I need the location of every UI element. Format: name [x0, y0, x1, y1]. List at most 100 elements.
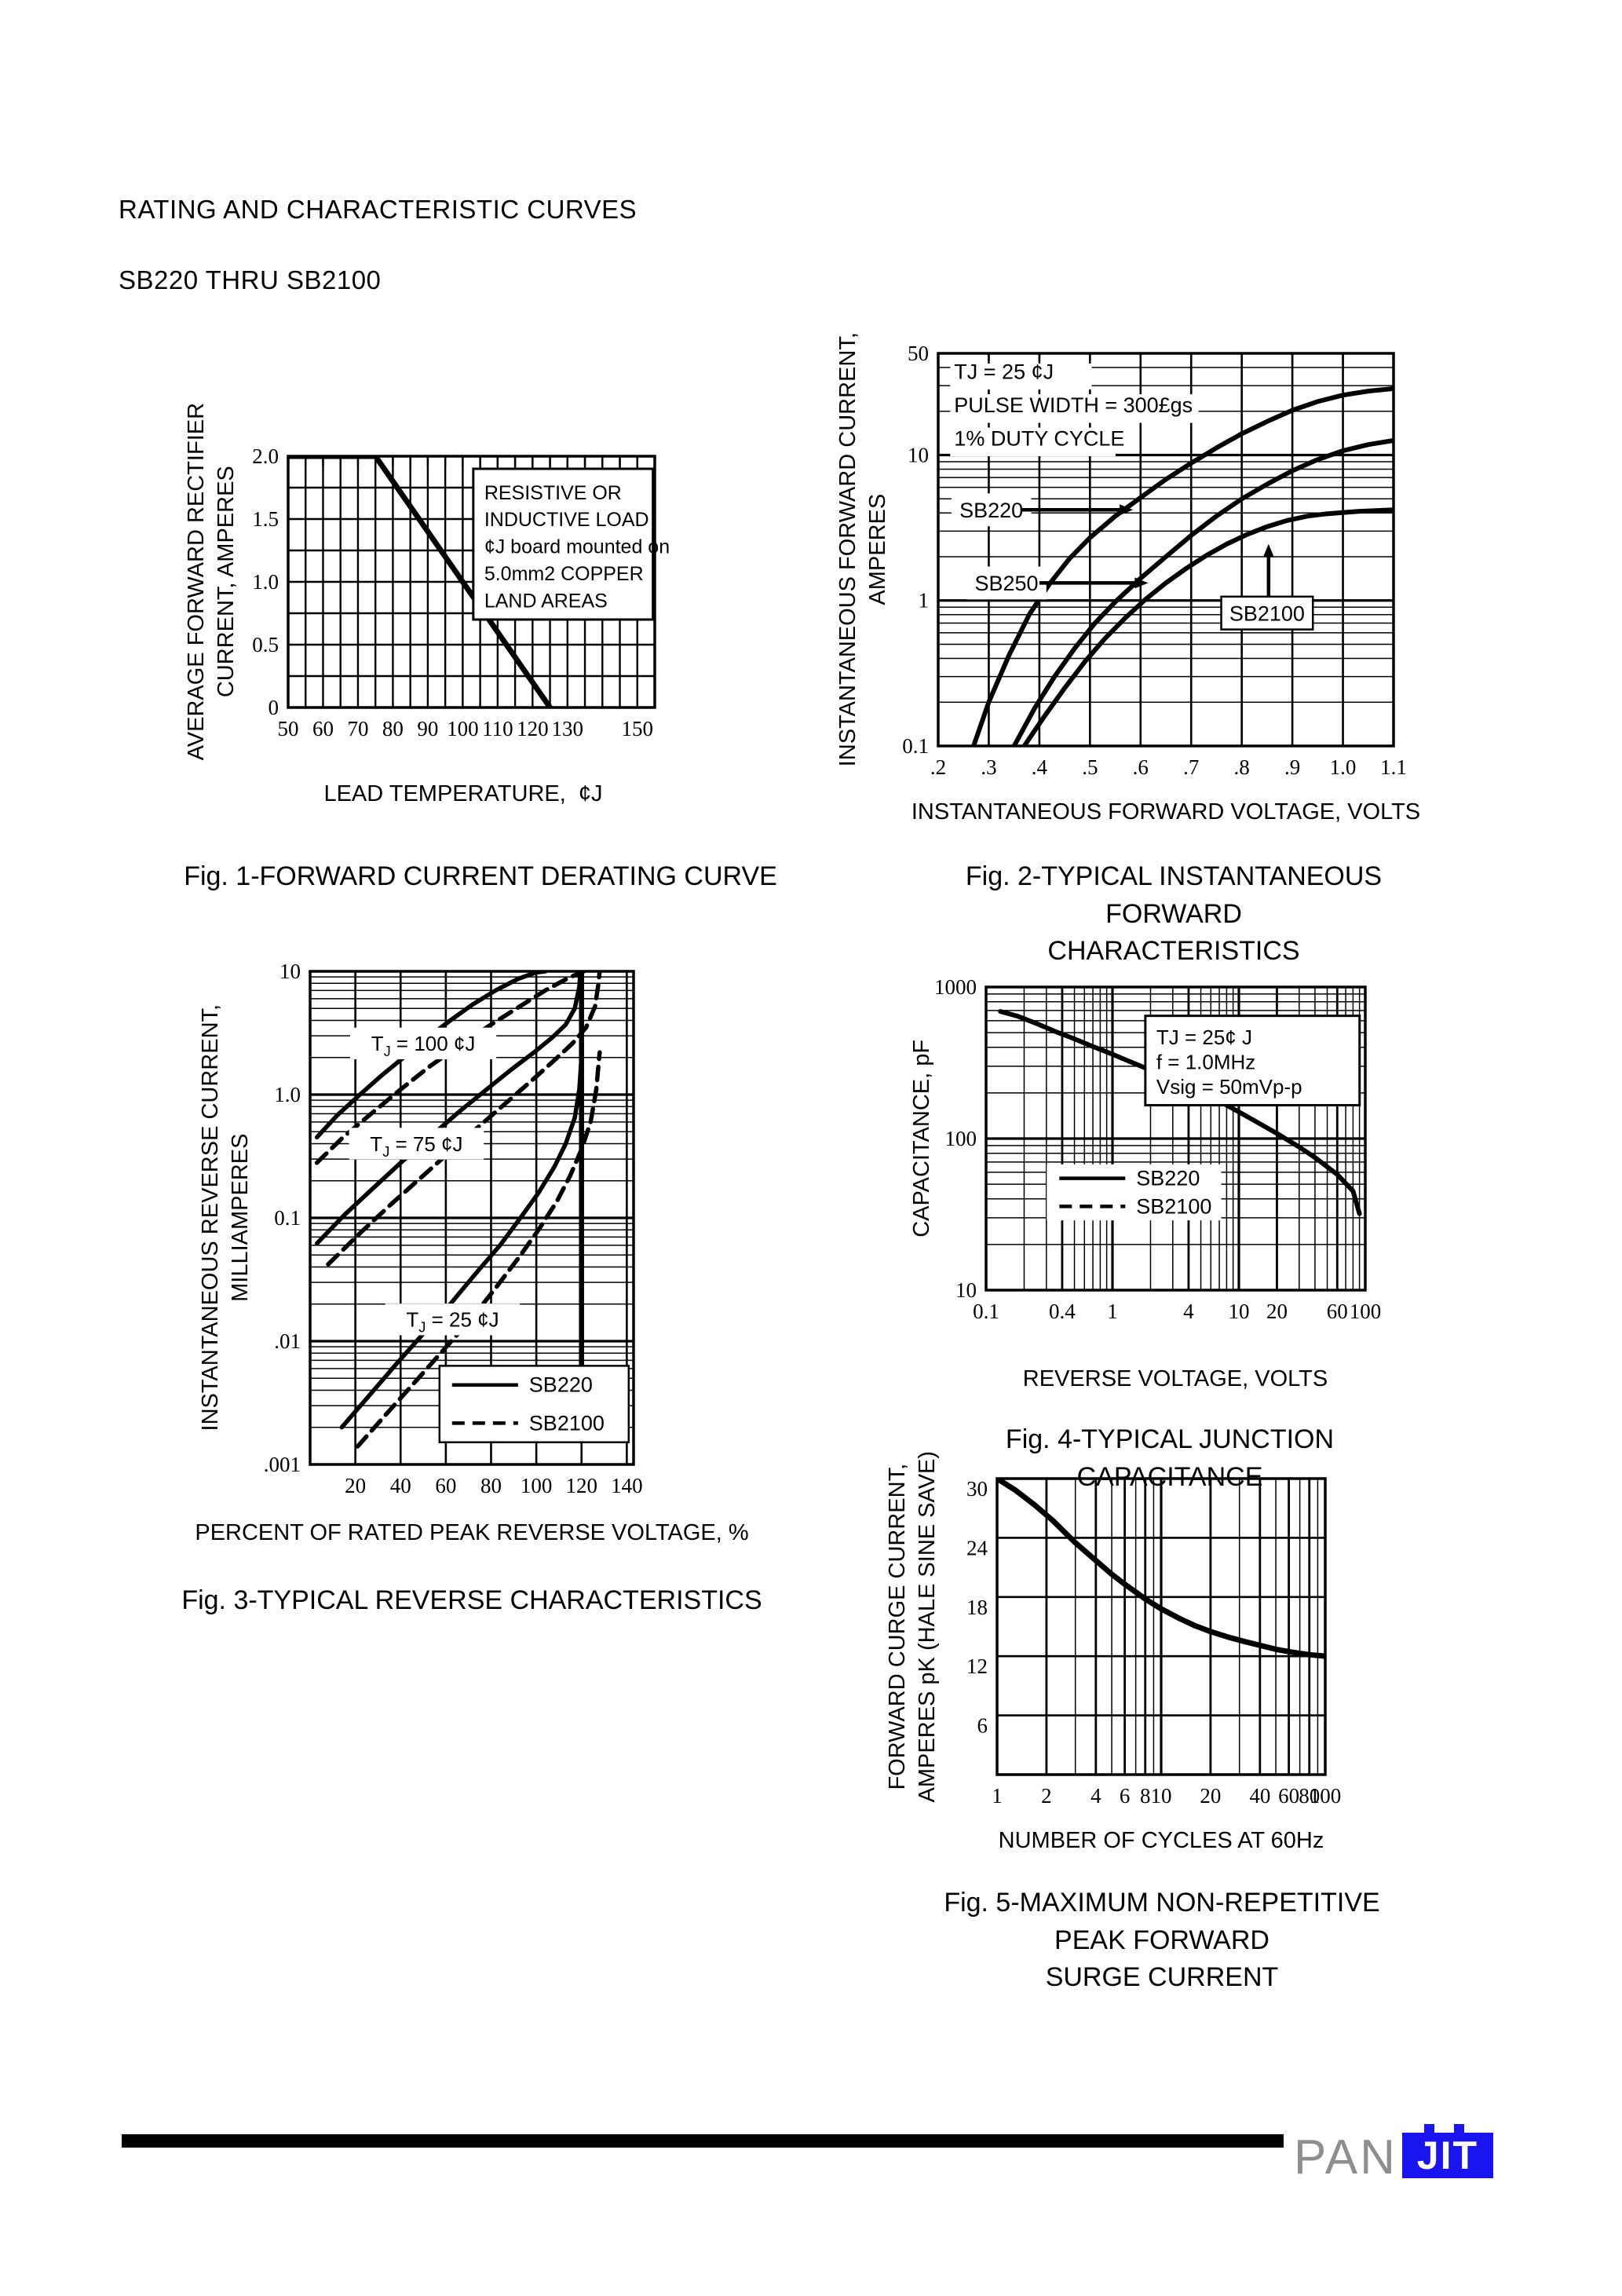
svg-text:0.5: 0.5 — [252, 633, 279, 656]
fig3-caption: Fig. 3-TYPICAL REVERSE CHARACTERISTICS — [181, 1585, 762, 1615]
series-SB220 — [971, 386, 1394, 746]
svg-text:10: 10 — [1229, 1300, 1250, 1323]
svg-text:1.0: 1.0 — [252, 570, 279, 594]
svg-text:60: 60 — [435, 1474, 456, 1497]
svg-text:130: 130 — [552, 717, 584, 740]
svg-text:140: 140 — [611, 1474, 643, 1497]
series-SB250 — [1011, 437, 1394, 746]
fig1-forward-current-derating: 50 60 70 80 90 100 110 120 130 150 2.0 1.5 1.0 0.5 0 RE… — [252, 444, 670, 740]
svg-text:40: 40 — [390, 1474, 411, 1497]
brand-logo: PAN JIT — [1294, 2124, 1493, 2185]
legend-label: SB2100 — [529, 1411, 605, 1435]
svg-text:1.0: 1.0 — [1330, 755, 1357, 779]
svg-text:120: 120 — [565, 1474, 597, 1497]
svg-text:PULSE WIDTH = 300£gs: PULSE WIDTH = 300£gs — [954, 393, 1193, 417]
logo-box: JIT — [1401, 2124, 1493, 2178]
top-tick-marks — [305, 456, 638, 466]
svg-text:100: 100 — [521, 1474, 553, 1497]
svg-text:40: 40 — [1249, 1784, 1270, 1808]
annotation: PULSE WIDTH = 300£gs — [950, 393, 1199, 423]
series-SB2100-TJ25 — [355, 1050, 602, 1449]
annotation: RESISTIVE OR INDUCTIVE LOAD ¢J board mount… — [472, 467, 670, 621]
svg-text:20: 20 — [1200, 1784, 1221, 1808]
svg-text:150: 150 — [622, 717, 654, 740]
svg-text:90: 90 — [417, 717, 438, 740]
footer-divider-bar — [122, 2134, 1284, 2148]
svg-text:20: 20 — [345, 1474, 366, 1497]
tick-labels: 50 60 70 80 90 100 110 120 130 150 2.0 1.5 1.0 0.5 0 — [252, 444, 653, 740]
fig3-x-axis-title: PERCENT OF RATED PEAK REVERSE VOLTAGE, % — [195, 1520, 749, 1545]
annotation: TJ = 25 ¢J — [385, 1303, 521, 1336]
fig3-typical-reverse-characteristics: 20 40 60 80 100 120 140 10 1.0 0.1 .01 .001 TJ = 100… — [264, 960, 643, 1497]
logo-text-blue: JIT — [1416, 2133, 1479, 2177]
svg-text:1: 1 — [919, 589, 930, 612]
svg-text:30: 30 — [966, 1477, 988, 1501]
svg-text:100: 100 — [1310, 1784, 1342, 1808]
legend-label: SB220 — [529, 1373, 593, 1397]
svg-text:6: 6 — [977, 1714, 988, 1738]
svg-text:100: 100 — [945, 1127, 977, 1150]
tick-labels: .2 .3 .4 .5 .6 .7 .8 .9 1.0 1.1 50 10 1 0.1 — [902, 342, 1407, 779]
annotation: SB250 — [966, 566, 1047, 600]
fig5-x-axis-title: NUMBER OF CYCLES AT 60Hz — [998, 1828, 1324, 1853]
svg-text:.7: .7 — [1183, 755, 1199, 779]
legend-label: SB220 — [1136, 1167, 1200, 1190]
annotation: 1% DUTY CYCLE — [950, 427, 1124, 456]
plot-frame — [937, 352, 1395, 748]
top-tick-marks — [988, 353, 1344, 364]
svg-text:8: 8 — [1140, 1784, 1151, 1808]
svg-text:0.1: 0.1 — [274, 1206, 301, 1230]
svg-text:TJ = 25 ¢J: TJ = 25 ¢J — [954, 360, 1054, 384]
svg-text:1: 1 — [992, 1784, 1003, 1808]
plot-label: SB2100 — [1229, 601, 1305, 625]
svg-text:.2: .2 — [930, 755, 946, 779]
series-SB2100-TJ75 — [326, 971, 602, 1267]
svg-text:1.1: 1.1 — [1380, 755, 1407, 779]
svg-text:80: 80 — [480, 1474, 502, 1497]
svg-text:.001: .001 — [264, 1453, 301, 1476]
svg-text:12: 12 — [966, 1654, 988, 1678]
svg-text:.3: .3 — [981, 755, 996, 779]
fig4-x-axis-title: REVERSE VOLTAGE, VOLTS — [1022, 1366, 1328, 1391]
series-group — [971, 386, 1394, 746]
svg-text:Vsig = 50mVp-p: Vsig = 50mVp-p — [1156, 1075, 1302, 1099]
fig2-x-axis-title: INSTANTANEOUS FORWARD VOLTAGE, VOLTS — [911, 799, 1421, 824]
svg-text:RESISTIVE OR: RESISTIVE OR — [484, 482, 622, 504]
svg-text:100: 100 — [1350, 1300, 1382, 1323]
legend-label: SB2100 — [1136, 1194, 1211, 1218]
fig2-caption: Fig. 2-TYPICAL INSTANTANEOUS FORWARD CHA… — [965, 861, 1383, 967]
svg-text:100: 100 — [447, 717, 479, 740]
svg-text:60: 60 — [1327, 1300, 1348, 1323]
pointer-arrow-icon — [1021, 504, 1134, 516]
fig4-caption: Fig. 4-TYPICAL JUNCTION CAPACITANCE — [1005, 1424, 1335, 1492]
svg-text:110: 110 — [482, 717, 513, 740]
fig2-instantaneous-forward-characteristics: .2 .3 .4 .5 .6 .7 .8 .9 1.0 1.1 50 10 1 0.1 TJ = 25 ¢J… — [902, 342, 1407, 779]
svg-text:¢J board mounted on: ¢J board mounted on — [484, 536, 670, 558]
annotation: SB2100 — [1220, 595, 1314, 631]
plot-frame — [985, 985, 1367, 1292]
fig2-plot: .2 .3 .4 .5 .6 .7 .8 .9 1.0 1.1 50 10 1 0.1 TJ = 25 ¢J… — [902, 342, 1407, 779]
series-SB2100 — [1021, 507, 1394, 746]
plot-label: TJ = 75 ¢J — [370, 1132, 462, 1160]
svg-text:60: 60 — [312, 717, 334, 740]
svg-text:1000: 1000 — [934, 975, 977, 999]
svg-text:1: 1 — [1107, 1300, 1118, 1323]
svg-text:70: 70 — [347, 717, 368, 740]
logo-dot-icon — [1423, 2124, 1434, 2134]
svg-text:120: 120 — [517, 717, 549, 740]
svg-text:2.0: 2.0 — [252, 444, 279, 468]
fig3-plot: 20 40 60 80 100 120 140 10 1.0 0.1 .01 .001 TJ = 100… — [264, 960, 643, 1497]
series-group — [314, 971, 602, 1449]
svg-text:1% DUTY CYCLE: 1% DUTY CYCLE — [954, 427, 1124, 451]
fig5-caption: Fig. 5-MAXIMUM NON-REPETITIVE PEAK FORWA… — [944, 1888, 1380, 1993]
page-subtitle: SB220 THRU SB2100 — [119, 265, 382, 294]
svg-text:.6: .6 — [1133, 755, 1149, 779]
